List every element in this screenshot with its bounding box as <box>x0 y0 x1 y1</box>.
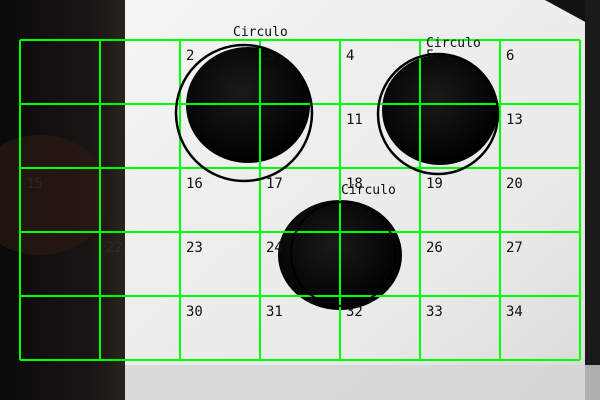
paper-sheet <box>125 0 600 400</box>
cell-number-label: 16 <box>186 176 203 192</box>
cell-number-label: 20 <box>506 176 523 192</box>
cell-number-label: 19 <box>426 176 443 192</box>
cell-number-label: 23 <box>186 240 203 256</box>
cell-number-label: 15 <box>26 176 43 192</box>
cell-number-label: 3 <box>266 48 274 64</box>
circle-caption: Circulo <box>426 36 481 51</box>
detection-grid <box>19 39 581 361</box>
detected-circle-outline <box>290 201 396 307</box>
detected-circles: Circulo Circulo Circulo <box>174 25 500 307</box>
cell-number-label: 33 <box>426 304 443 320</box>
cell-number-label: 2 <box>186 48 194 64</box>
cell-number-label: 4 <box>346 48 354 64</box>
blurred-object <box>0 135 110 255</box>
circle-caption: Circulo <box>341 183 396 198</box>
cell-number-label: 17 <box>266 176 283 192</box>
cell-number-label: 32 <box>346 304 363 320</box>
cell-number-label: 27 <box>506 240 523 256</box>
cell-number-label: 6 <box>506 48 514 64</box>
cell-number-label: 5 <box>426 48 434 64</box>
cell-number-label: 13 <box>506 112 523 128</box>
dark-disc <box>382 55 498 165</box>
cell-number-label: 18 <box>346 176 363 192</box>
cell-number-label: 26 <box>426 240 443 256</box>
bottom-shading <box>125 365 600 400</box>
cell-number-label: 22 <box>106 240 123 256</box>
detected-circle-outline <box>174 43 314 183</box>
cell-number-label: 11 <box>346 112 363 128</box>
cell-number-label: 24 <box>266 240 283 256</box>
right-edge-shadow <box>585 0 600 400</box>
detected-circle-outline <box>376 52 500 176</box>
cell-number-label: 31 <box>266 304 283 320</box>
cell-number-label: 30 <box>186 304 203 320</box>
cell-number-label: 34 <box>506 304 523 320</box>
circle-caption: Circulo <box>233 25 288 40</box>
